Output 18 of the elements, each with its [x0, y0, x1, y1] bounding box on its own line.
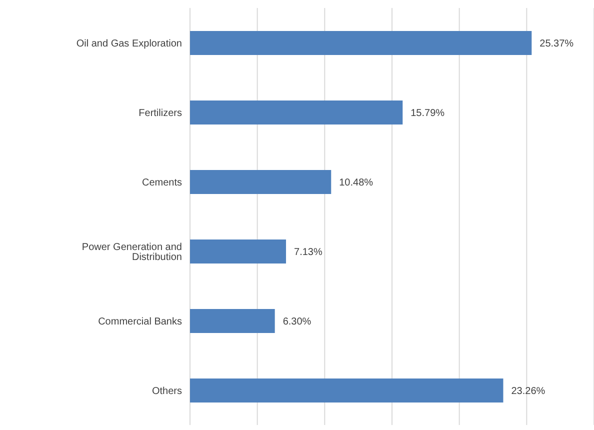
bar [190, 100, 403, 124]
bar [190, 31, 532, 55]
data-label: 25.37% [540, 38, 574, 50]
bar [190, 309, 275, 333]
y-tick-label: Oil and Gas Exploration [76, 38, 182, 50]
y-tick-label: Commercial Banks [98, 316, 182, 328]
y-tick-label: Others [152, 386, 182, 397]
data-label: 6.30% [282, 316, 312, 328]
bar [190, 170, 332, 194]
y-tick-label: Power Generation and Distribution [82, 242, 182, 263]
y-tick-label: Fertilizers [138, 108, 182, 119]
data-label: 15.79% [410, 108, 445, 120]
bar [190, 378, 504, 402]
data-label: 7.13% [294, 247, 322, 258]
data-label: 23.26% [511, 386, 546, 398]
bar [190, 240, 286, 264]
y-tick-label: Cements [142, 177, 182, 188]
data-label: 10.48% [339, 178, 374, 189]
